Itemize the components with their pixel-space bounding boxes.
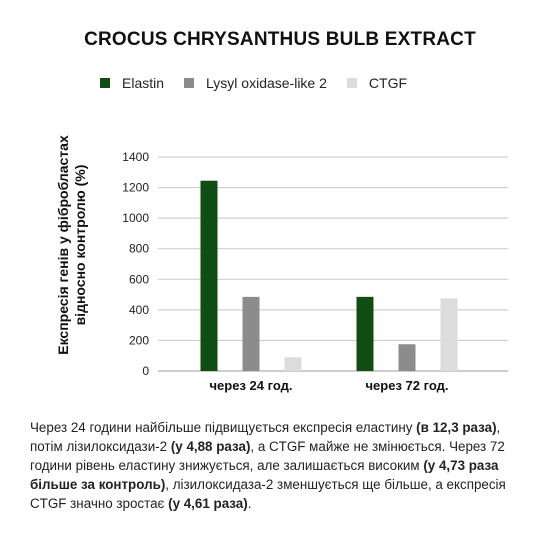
description-bold-2: (у 4,88 раза) [170,439,251,454]
y-tick-label: 0 [142,364,149,378]
description-part-4: , лізилоксидаза-2 зменшується ще більше,… [30,477,506,511]
description-bold-3: (у 4,73 раза більше за контроль) [30,458,499,492]
y-tick-label: 200 [129,333,149,347]
y-tick-label: 1200 [122,181,149,195]
chart-title: CROCUS CHRYSANTHUS BULB EXTRACT [84,29,476,50]
x-tick-label: через 72 год. [366,378,449,393]
description-bold-4: (у 4,61 раза) [168,496,248,511]
y-tick-label: 600 [129,272,149,286]
y-tick-label: 1400 [122,150,149,164]
legend-swatch-elastin [100,78,110,88]
description-part-3: , а CTGF майже не змінюється. Через 72 г… [30,439,505,473]
legend-label-elastin: Elastin [122,75,165,91]
bars [200,180,458,371]
description-text: Через 24 години найбільше підвищується е… [30,418,535,513]
bar-elastin-2 [356,296,374,371]
legend: Elastin Lysyl oxidase-like 2 CTGF [100,73,407,93]
description-bold-1: (в 12,3 раза) [416,420,497,435]
description-part-1: Через 24 години найбільше підвищується е… [30,420,417,435]
bar-elastin-1 [200,180,218,371]
bar-ctgf-2 [440,298,458,371]
x-tick-label: через 24 год. [210,378,293,393]
description-part-2: , потім лізилоксидази-2 [30,420,501,454]
bar-lysyl-oxidase-like-2-2 [398,344,416,371]
legend-label-ctgf: CTGF [368,75,408,91]
bar-lysyl-oxidase-like-2-1 [242,296,260,371]
x-tick-labels: через 24 год. через 72 год. [210,378,449,393]
bar-ctgf-1 [284,357,302,371]
y-axis-label-line1: Експресія генів у фібробластах [55,135,71,355]
legend-item-ctgf: CTGF [346,75,408,91]
y-axis-label: Експресія генів у фібробластах відносно … [55,135,88,355]
legend-label-lysyl-oxidase: Lysyl oxidase-like 2 [206,75,327,91]
y-axis-label-line2: відносно контролю (%) [72,165,88,326]
legend-swatch-ctgf [346,78,357,88]
legend-item-elastin: Elastin [100,75,164,91]
legend-item-lysyl-oxidase: Lysyl oxidase-like 2 [184,75,327,91]
y-tick-labels: 0 200 400 600 800 1000 1200 1400 [122,150,149,378]
y-tick-label: 400 [129,303,149,317]
y-tick-label: 1000 [122,211,149,225]
y-tick-label: 800 [129,242,149,256]
description-part-5: . [247,496,252,511]
legend-swatch-lysyl-oxidase [184,78,195,88]
